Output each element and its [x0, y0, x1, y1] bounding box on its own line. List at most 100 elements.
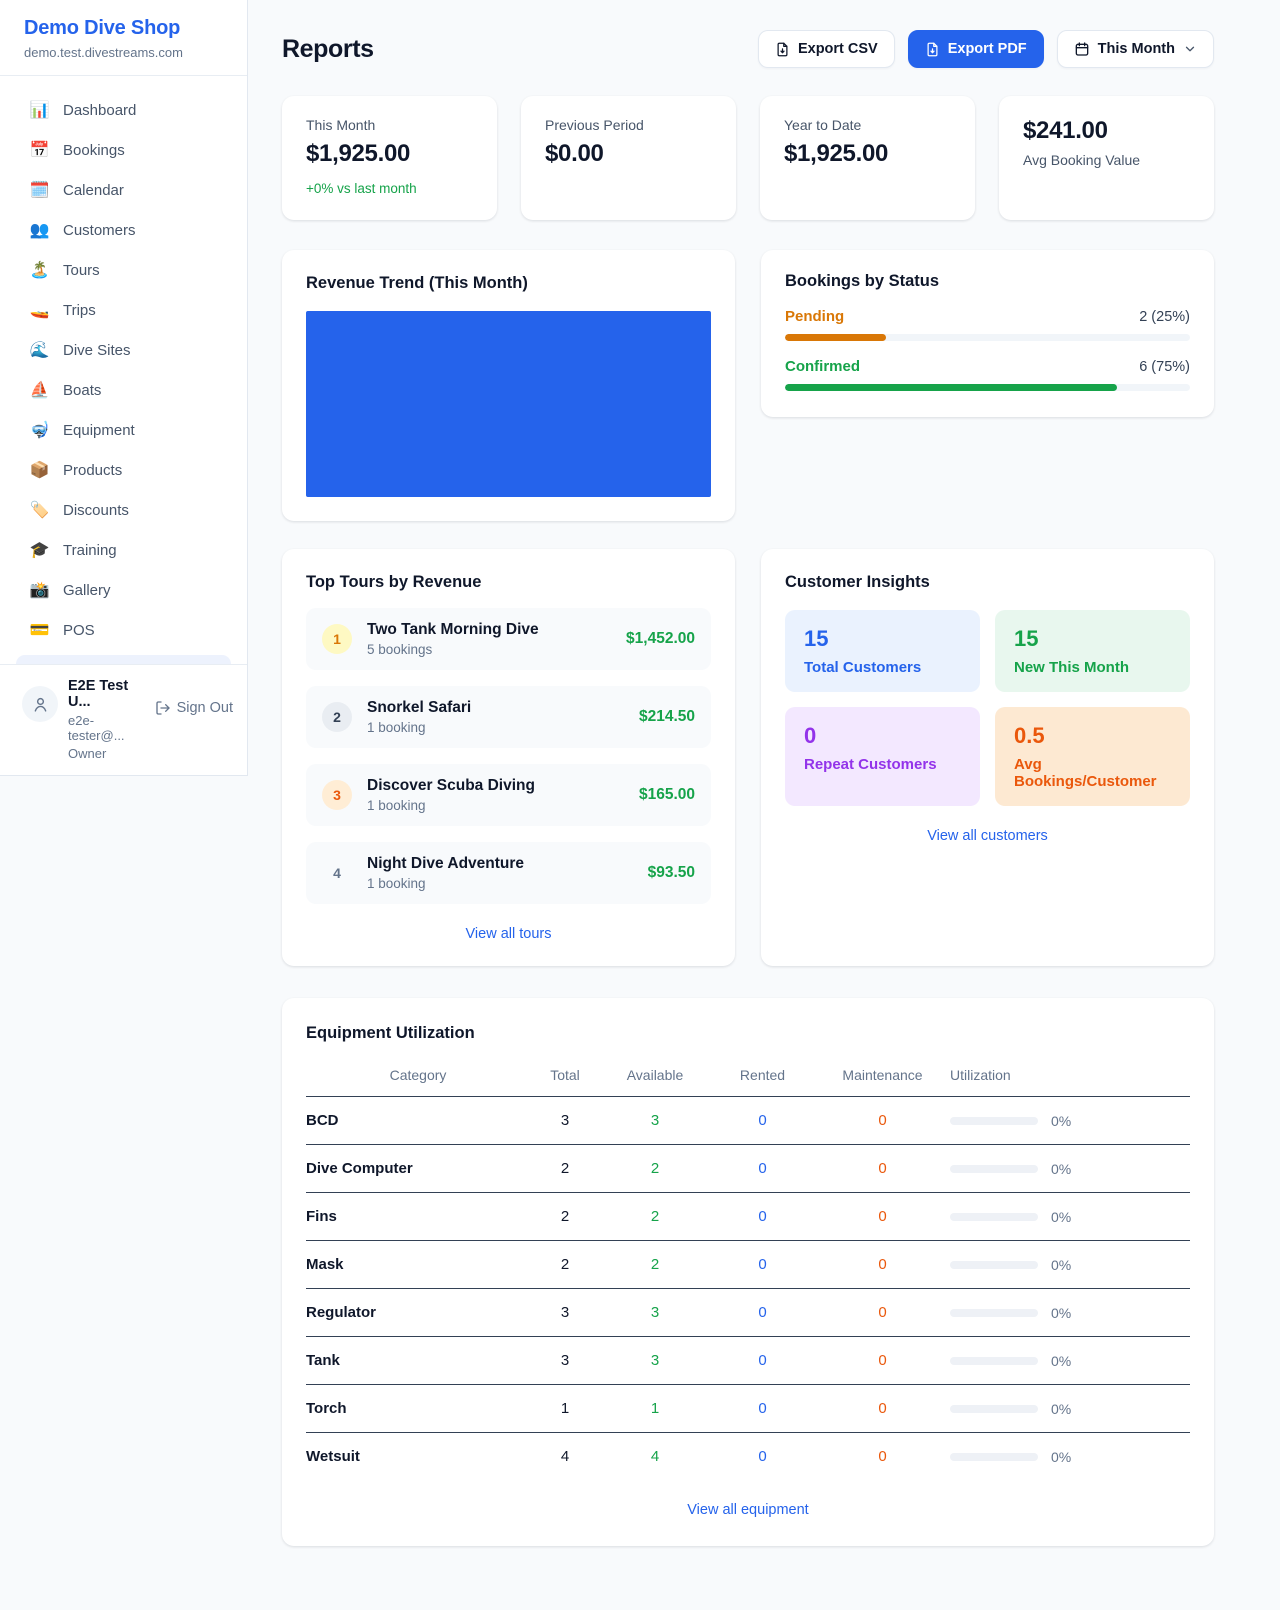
sidebar-item-discounts[interactable]: 🏷️ Discounts	[16, 490, 231, 530]
stat-label: Year to Date	[784, 117, 862, 133]
insight-tile: 0.5 Avg Bookings/Customer	[995, 707, 1190, 806]
sidebar-item-equipment[interactable]: 🤿 Equipment	[16, 410, 231, 450]
column-header: Utilization	[950, 1067, 1011, 1083]
sidebar-item-training[interactable]: 🎓 Training	[16, 530, 231, 570]
view-all-tours-link[interactable]: View all tours	[465, 926, 552, 942]
export-pdf-label: Export PDF	[947, 41, 1027, 57]
table-row: Dive Computer 2 2 0 0 0%	[306, 1145, 1190, 1193]
cell-available: 3	[650, 1352, 660, 1369]
cell-maintenance: 0	[878, 1160, 887, 1177]
tour-bookings: 1 booking	[367, 876, 426, 891]
utilization-percent: 0%	[1051, 1400, 1072, 1417]
cell-available: 2	[650, 1256, 660, 1273]
stat-card-year-to-date: Year to Date $1,925.00	[760, 96, 975, 220]
stat-value: $241.00	[1023, 117, 1108, 144]
sidebar-item-calendar[interactable]: 🗓️ Calendar	[16, 170, 231, 210]
user-panel: E2E Test U... e2e-tester@... Owner Sign …	[0, 664, 247, 775]
sidebar-item-label: Dashboard	[63, 101, 137, 119]
utilization-bar-track	[950, 1356, 1038, 1365]
column-header: Available	[626, 1067, 684, 1083]
tour-name: Snorkel Safari	[367, 699, 472, 716]
sign-out-button[interactable]: Sign Out	[155, 678, 233, 716]
sidebar-item-reports-partial[interactable]	[16, 655, 231, 664]
rank-badge: 4	[333, 865, 341, 881]
utilization-bar-track	[950, 1404, 1038, 1413]
tour-revenue: $93.50	[647, 864, 695, 881]
utilization-bar-track	[950, 1260, 1038, 1269]
sidebar: Demo Dive Shop demo.test.divestreams.com…	[0, 0, 248, 776]
utilization-percent: 0%	[1051, 1112, 1072, 1129]
sidebar-item-label: Boats	[63, 381, 102, 399]
stat-label: Avg Booking Value	[1023, 152, 1141, 168]
sidebar-item-tours[interactable]: 🏝️ Tours	[16, 250, 231, 290]
cell-available: 3	[650, 1112, 660, 1129]
cell-maintenance: 0	[878, 1352, 887, 1369]
cell-total: 2	[560, 1160, 570, 1177]
sidebar-item-dive-sites[interactable]: 🌊 Dive Sites	[16, 330, 231, 370]
period-select[interactable]: This Month	[1056, 30, 1214, 68]
sign-out-label: Sign Out	[176, 700, 233, 716]
cell-utilization: 0%	[950, 1098, 1190, 1144]
sidebar-item-products[interactable]: 📦 Products	[16, 450, 231, 490]
diving-mask-icon: 🤿	[29, 422, 50, 439]
cell-category: Mask	[306, 1256, 344, 1273]
sidebar-item-boats[interactable]: ⛵ Boats	[16, 370, 231, 410]
camera-flash-icon: 📸	[29, 582, 50, 599]
table-row: Fins 2 2 0 0 0%	[306, 1193, 1190, 1241]
equipment-table-body: BCD 3 3 0 0 0% Dive Computer 2	[306, 1097, 1190, 1480]
tour-revenue: $1,452.00	[626, 630, 695, 647]
sidebar-item-customers[interactable]: 👥 Customers	[16, 210, 231, 250]
customer-insights-card: Customer Insights 15 Total Customers 15 …	[761, 549, 1214, 966]
tour-bookings: 1 booking	[367, 720, 426, 735]
cell-maintenance: 0	[878, 1208, 887, 1225]
top-tours-title: Top Tours by Revenue	[306, 573, 482, 591]
brand-name: Demo Dive Shop	[24, 17, 181, 39]
export-csv-button[interactable]: Export CSV	[757, 30, 895, 68]
cell-utilization: 0%	[950, 1194, 1190, 1240]
insight-tile: 15 New This Month	[995, 610, 1190, 692]
tour-row: 1 Two Tank Morning Dive 5 bookings $1,45…	[306, 608, 711, 670]
column-header: Rented	[739, 1067, 786, 1083]
customer-insights-title: Customer Insights	[785, 573, 930, 591]
stat-card-previous-period: Previous Period $0.00	[521, 96, 736, 220]
sidebar-item-label: Gallery	[63, 581, 111, 599]
cell-utilization: 0%	[950, 1242, 1190, 1288]
cell-category: Tank	[306, 1352, 340, 1369]
view-all-customers-link[interactable]: View all customers	[927, 828, 1048, 844]
tour-name: Two Tank Morning Dive	[367, 621, 539, 638]
table-row: Wetsuit 4 4 0 0 0%	[306, 1433, 1190, 1480]
cell-category: Torch	[306, 1400, 347, 1417]
column-header: Category	[389, 1067, 447, 1083]
sidebar-nav: 📊 Dashboard 📅 Bookings 🗓️ Calendar 👥 Cus…	[0, 76, 247, 650]
sidebar-item-pos[interactable]: 💳 POS	[16, 610, 231, 650]
charts-row: Revenue Trend (This Month) Bookings by S…	[282, 250, 1214, 521]
table-row: BCD 3 3 0 0 0%	[306, 1097, 1190, 1145]
status-bar-track	[785, 384, 1190, 391]
cell-total: 3	[560, 1304, 570, 1321]
calendar-icon	[1075, 42, 1089, 56]
export-pdf-button[interactable]: Export PDF	[907, 30, 1044, 68]
tour-bookings: 5 bookings	[367, 642, 433, 657]
sidebar-item-gallery[interactable]: 📸 Gallery	[16, 570, 231, 610]
cell-total: 2	[560, 1256, 570, 1273]
lists-row: Top Tours by Revenue 1 Two Tank Morning …	[282, 549, 1214, 966]
sidebar-item-dashboard[interactable]: 📊 Dashboard	[16, 90, 231, 130]
cell-category: Wetsuit	[306, 1448, 360, 1465]
sidebar-item-label: POS	[63, 621, 95, 639]
utilization-bar-track	[950, 1452, 1038, 1461]
view-all-equipment-link[interactable]: View all equipment	[687, 1502, 809, 1518]
label-tag-icon: 🏷️	[29, 502, 50, 519]
sidebar-item-bookings[interactable]: 📅 Bookings	[16, 130, 231, 170]
table-row: Regulator 3 3 0 0 0%	[306, 1289, 1190, 1337]
cell-maintenance: 0	[878, 1304, 887, 1321]
utilization-percent: 0%	[1051, 1256, 1072, 1273]
stat-value: $1,925.00	[784, 140, 889, 167]
cell-total: 3	[560, 1112, 570, 1129]
insight-value: 0	[804, 723, 817, 748]
sidebar-item-trips[interactable]: 🚤 Trips	[16, 290, 231, 330]
status-count: 2 (25%)	[1139, 309, 1190, 325]
chevron-down-icon	[1185, 46, 1195, 52]
cell-category: Dive Computer	[306, 1160, 413, 1177]
cell-rented: 0	[758, 1160, 767, 1177]
bookings-by-status-card: Bookings by Status Pending 2 (25%)	[761, 250, 1214, 417]
